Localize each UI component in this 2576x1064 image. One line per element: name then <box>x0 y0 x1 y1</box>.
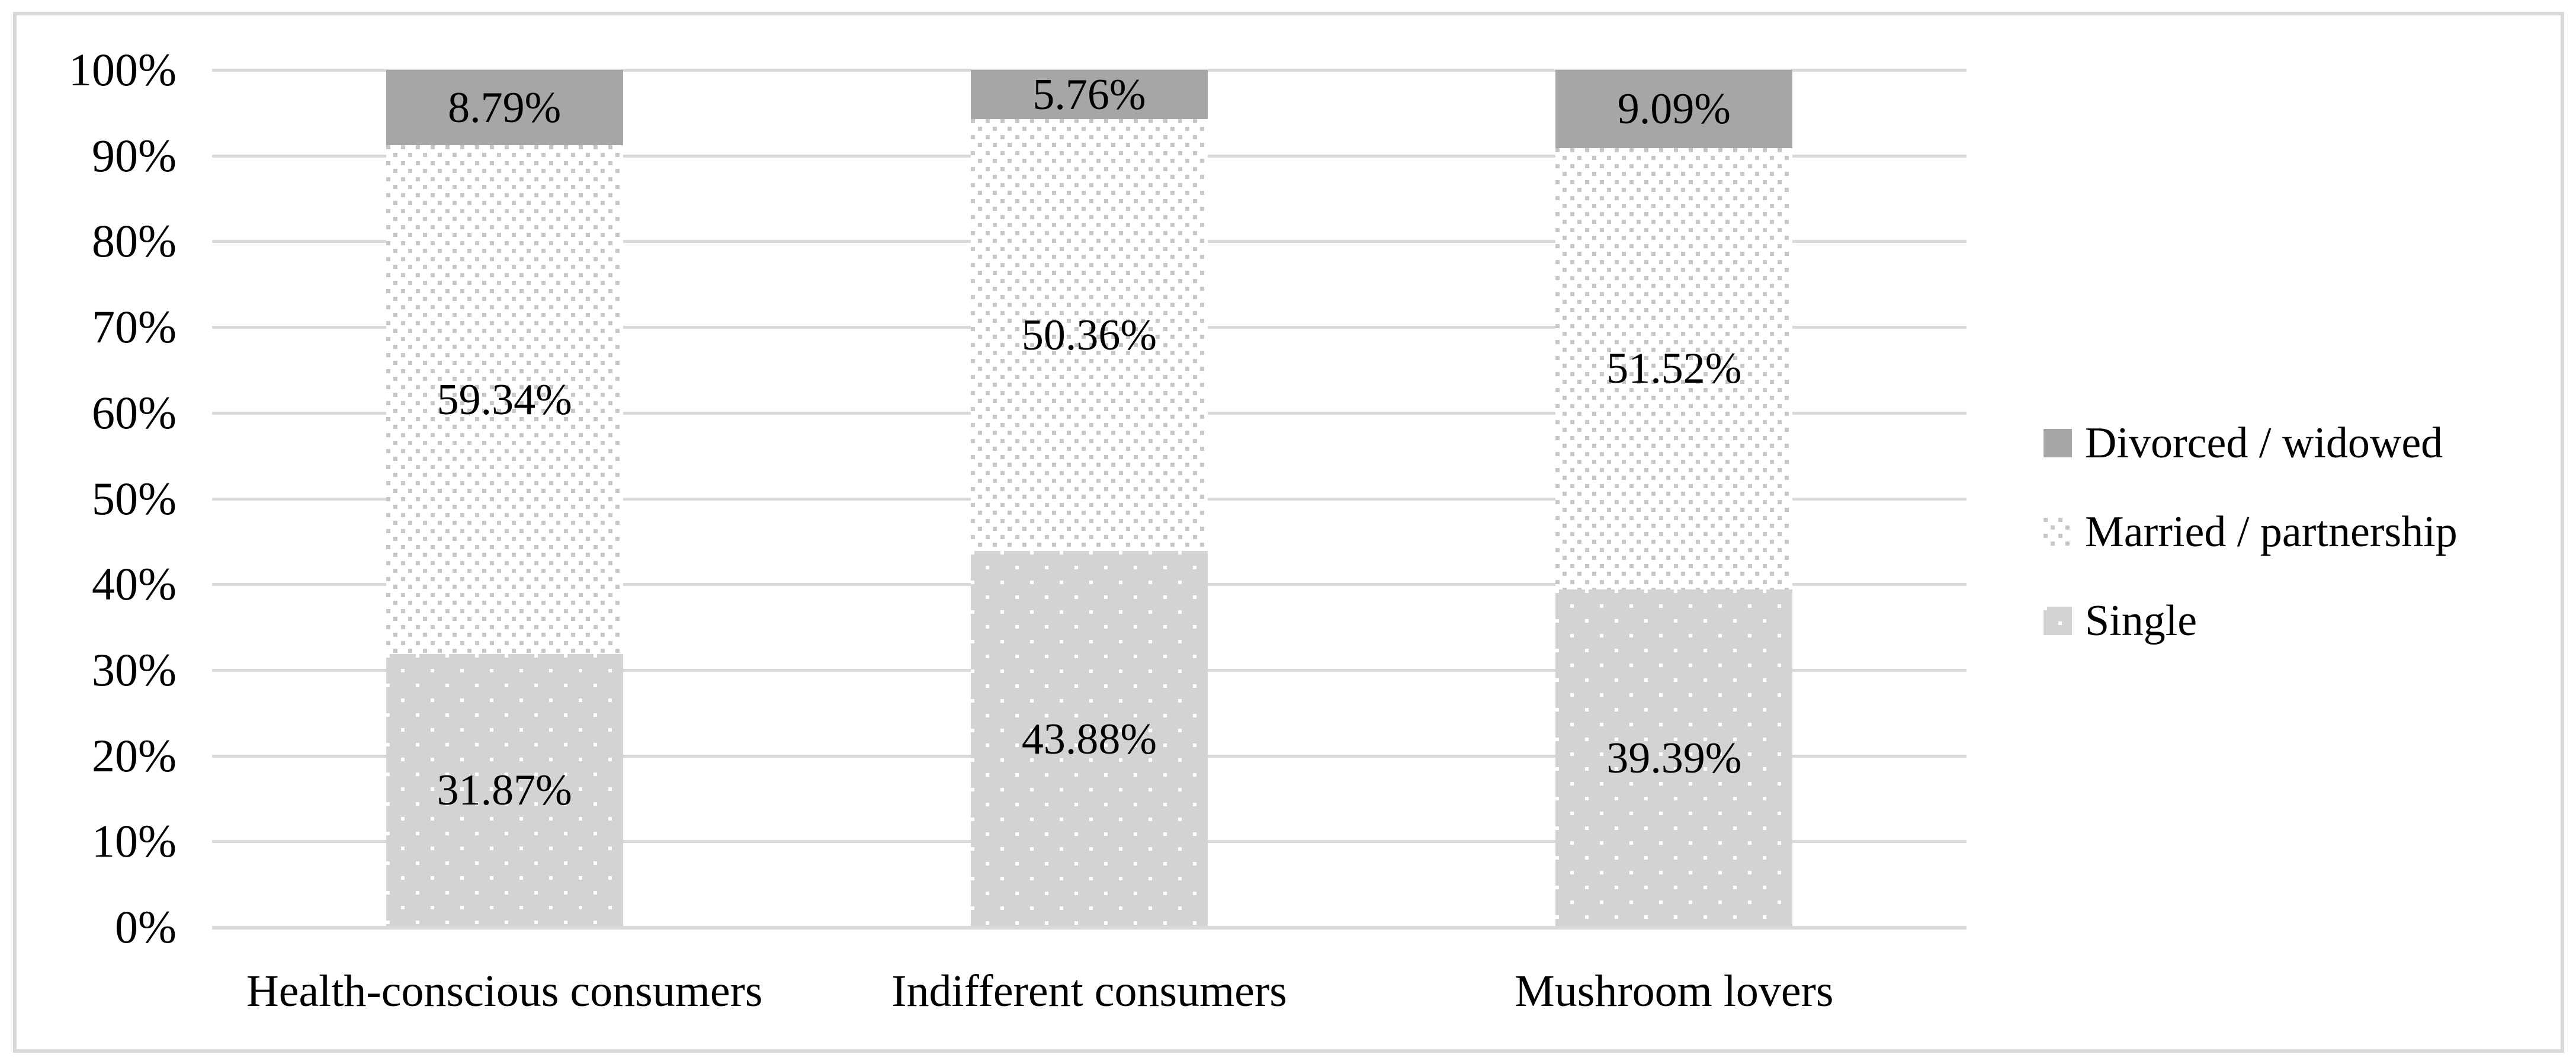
legend-item-married-partnership: Married / partnership <box>2044 510 2458 554</box>
figure-border <box>13 12 2564 1053</box>
y-tick-label-10pct: 10% <box>92 815 177 867</box>
y-tick-label-0pct: 0% <box>115 901 177 953</box>
legend-swatch-married-partnership <box>2044 518 2072 546</box>
legend-swatch-single <box>2044 607 2072 635</box>
y-tick-label-100pct: 100% <box>69 44 177 95</box>
segment-married-partnership-indifferent-consumers: 50.36% <box>971 119 1208 552</box>
y-tick-label-90pct: 90% <box>92 129 177 181</box>
segment-divorced-widowed-health-conscious-consumers: 8.79% <box>386 70 623 146</box>
data-label-divorced-widowed-health-conscious-consumers: 8.79% <box>448 83 562 132</box>
data-label-married-partnership-health-conscious-consumers: 59.34% <box>437 375 572 424</box>
data-label-divorced-widowed-indifferent-consumers: 5.76% <box>1032 70 1146 119</box>
x-axis-line <box>212 926 1967 930</box>
legend-item-single: Single <box>2044 599 2197 643</box>
legend-label-divorced-widowed: Divorced / widowed <box>2085 419 2443 467</box>
y-tick-label-70pct: 70% <box>92 301 177 353</box>
data-label-divorced-widowed-mushroom-lovers: 9.09% <box>1617 84 1731 133</box>
x-axis-label-health-conscious-consumers: Health-conscious consumers <box>246 966 763 1016</box>
x-axis-label-mushroom-lovers: Mushroom lovers <box>1515 966 1834 1016</box>
y-tick-label-50pct: 50% <box>92 472 177 524</box>
segment-married-partnership-mushroom-lovers: 51.52% <box>1555 148 1793 590</box>
legend-swatch-divorced-widowed <box>2044 429 2072 457</box>
legend-item-divorced-widowed: Divorced / widowed <box>2044 421 2443 465</box>
y-tick-label-80pct: 80% <box>92 215 177 267</box>
data-label-single-indifferent-consumers: 43.88% <box>1021 714 1157 764</box>
data-label-married-partnership-indifferent-consumers: 50.36% <box>1021 310 1157 360</box>
segment-single-indifferent-consumers: 43.88% <box>971 551 1208 927</box>
segment-married-partnership-health-conscious-consumers: 59.34% <box>386 145 623 654</box>
data-label-married-partnership-mushroom-lovers: 51.52% <box>1606 344 1742 393</box>
y-tick-label-20pct: 20% <box>92 729 177 781</box>
legend: Divorced / widowed Married / partnership S… <box>2044 0 2565 1064</box>
x-axis-label-indifferent-consumers: Indifferent consumers <box>891 966 1287 1016</box>
bar-health-conscious-consumers: 31.87% 59.34% 8.79% <box>386 70 623 927</box>
data-label-single-health-conscious-consumers: 31.87% <box>437 766 572 815</box>
data-label-single-mushroom-lovers: 39.39% <box>1606 734 1742 783</box>
y-tick-label-30pct: 30% <box>92 643 177 696</box>
segment-divorced-widowed-indifferent-consumers: 5.76% <box>971 70 1208 120</box>
y-axis: 0% 10% 20% 30% 40% 50% 60% 70% 80% 90% 100% <box>0 0 177 1064</box>
plot-area: 31.87% 59.34% 8.79% 43.88% 50.36% 5.76% 39.39%… <box>212 69 1967 930</box>
legend-label-single: Single <box>2085 597 2198 645</box>
y-tick-label-60pct: 60% <box>92 386 177 438</box>
segment-single-health-conscious-consumers: 31.87% <box>386 653 623 927</box>
segment-divorced-widowed-mushroom-lovers: 9.09% <box>1555 70 1793 148</box>
segment-single-mushroom-lovers: 39.39% <box>1555 589 1793 927</box>
y-tick-label-40pct: 40% <box>92 558 177 610</box>
legend-label-married-partnership: Married / partnership <box>2085 508 2458 556</box>
bar-mushroom-lovers: 39.39% 51.52% 9.09% <box>1555 70 1793 927</box>
bar-indifferent-consumers: 43.88% 50.36% 5.76% <box>971 70 1208 927</box>
